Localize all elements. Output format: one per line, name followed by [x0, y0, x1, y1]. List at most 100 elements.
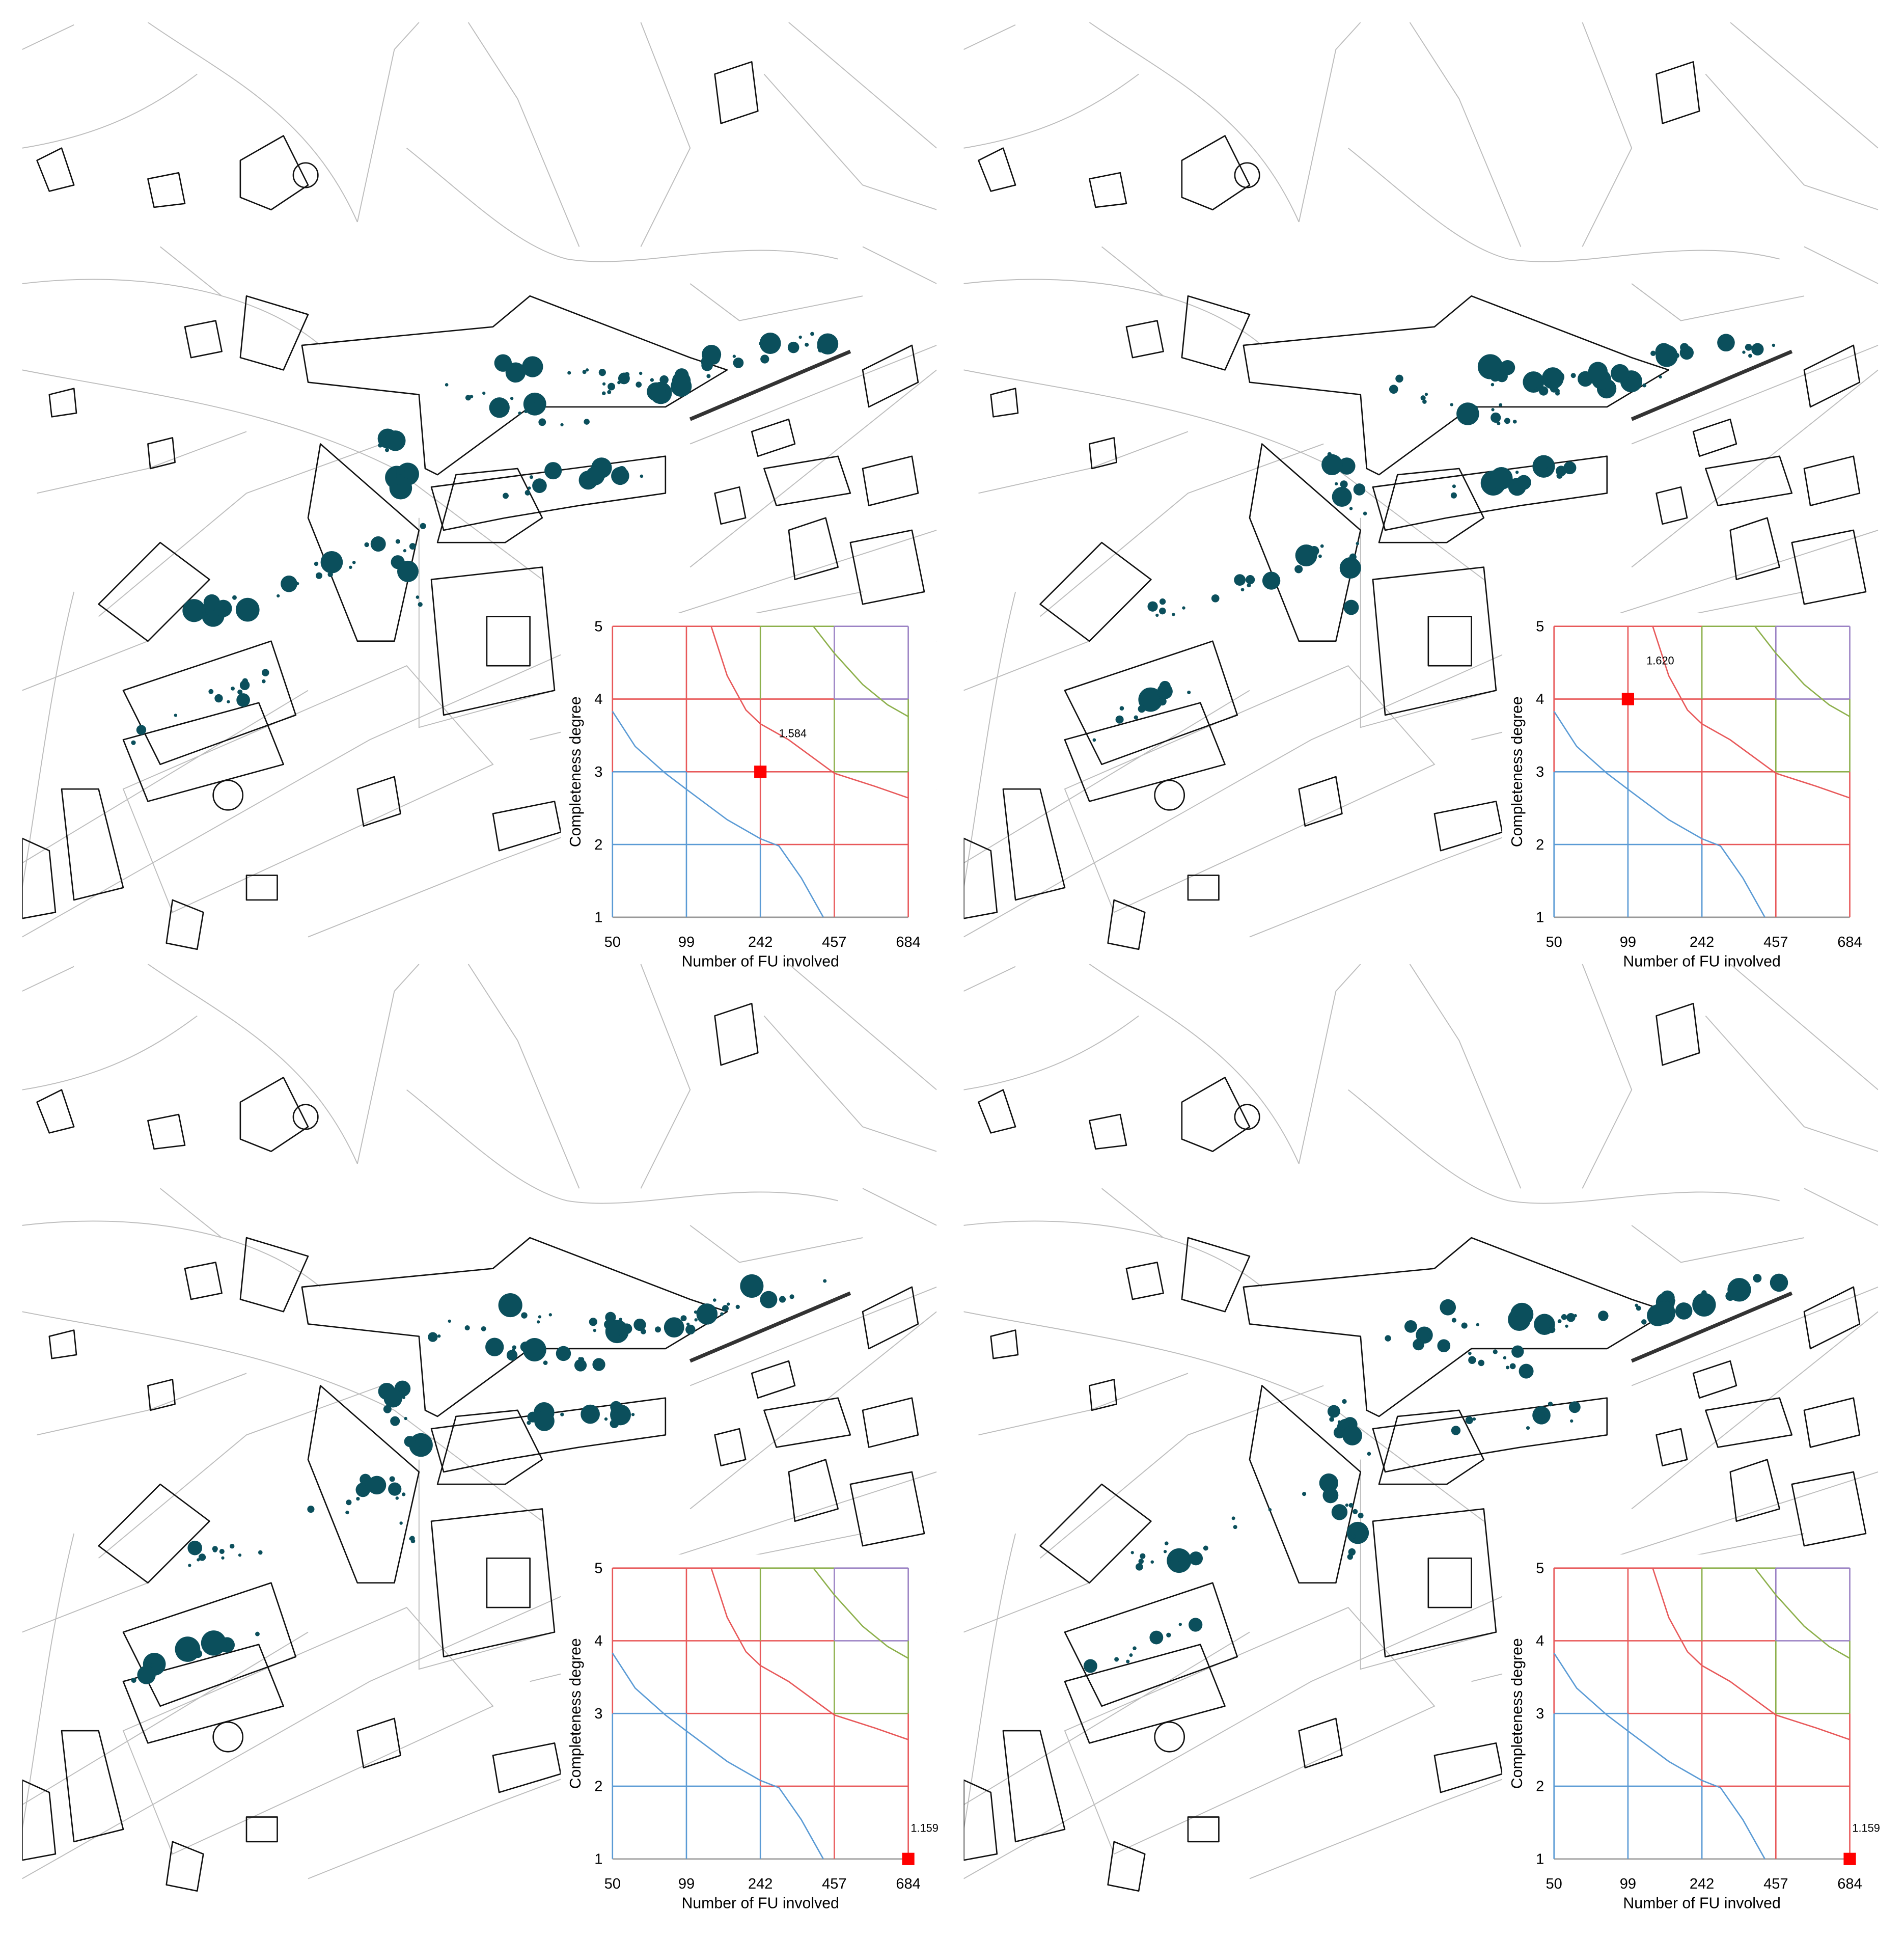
map-bubble — [544, 462, 562, 480]
map-bubble — [418, 602, 423, 607]
map-bubble — [1294, 565, 1303, 574]
map-bubble — [445, 383, 449, 387]
map-bubble — [617, 466, 626, 475]
map-bubble — [574, 1359, 587, 1372]
map-bubble — [409, 1433, 433, 1457]
map-bubble — [395, 539, 400, 544]
map-bubble — [655, 1326, 661, 1333]
chart-background — [1502, 1554, 1879, 1912]
map-bubble — [182, 599, 206, 622]
map-bubble — [1570, 1419, 1574, 1423]
map-bubble — [1727, 1278, 1751, 1302]
map-bubble — [1512, 419, 1517, 424]
line-series — [813, 625, 909, 718]
map-bubble — [1092, 738, 1096, 742]
map-bubble — [1358, 1512, 1364, 1519]
map-bubble — [702, 345, 722, 365]
map-bubble — [1451, 1426, 1461, 1435]
map-bubble — [1155, 613, 1159, 617]
map-bubble — [262, 679, 266, 684]
map-bubble — [1472, 1417, 1476, 1421]
map-bubble — [1136, 1563, 1143, 1571]
map-bubble — [494, 354, 512, 372]
map-bubble — [584, 419, 590, 425]
map-bubble — [416, 595, 420, 599]
map-bubble — [1413, 1339, 1424, 1351]
map-bubble — [677, 1322, 682, 1327]
line-series — [1553, 711, 1765, 918]
map-bubble — [246, 604, 251, 608]
map-bubble — [1115, 715, 1124, 724]
y-tick-label: 5 — [1536, 618, 1544, 635]
line-series — [1652, 626, 1850, 799]
map-bubble — [409, 543, 416, 550]
map-bubble — [525, 490, 531, 496]
map-bubble — [659, 375, 669, 385]
map-bubble — [1182, 606, 1185, 610]
map-bubble — [1588, 362, 1608, 381]
x-tick-label: 50 — [1546, 934, 1562, 950]
x-tick-label: 242 — [748, 1876, 772, 1892]
map-bubble — [231, 686, 235, 691]
line-series — [1754, 1567, 1851, 1659]
map-bubble — [1548, 1326, 1556, 1333]
map-bubble — [1538, 386, 1549, 396]
map-bubble — [448, 1319, 451, 1323]
map-bubble — [237, 689, 243, 695]
map-bubble — [232, 595, 237, 600]
map-bubble — [1500, 360, 1515, 375]
map-bubble — [208, 689, 214, 694]
map-bubble — [404, 1436, 416, 1448]
map-bubble — [1327, 1405, 1340, 1418]
chart-background — [1502, 613, 1879, 970]
map-bubble — [605, 1320, 629, 1344]
map-bubble — [1659, 375, 1662, 379]
map-bubble — [1353, 1509, 1358, 1514]
map-bubble — [1309, 545, 1319, 556]
map-bubble — [345, 1510, 349, 1515]
map-bubble — [188, 1564, 191, 1567]
y-tick-label: 3 — [594, 1706, 602, 1722]
x-tick-label: 242 — [1690, 1876, 1714, 1892]
map-bubble — [482, 391, 486, 395]
map-bubble — [1568, 1401, 1581, 1413]
map-bubble — [1566, 1313, 1576, 1322]
map-bubble — [175, 1636, 201, 1662]
map-bubble — [1138, 1559, 1144, 1564]
map-bubble — [1262, 571, 1281, 590]
map-bubble — [1147, 601, 1158, 612]
map-bubble — [722, 1305, 729, 1312]
y-tick-label: 2 — [1536, 837, 1544, 853]
map-bubble — [364, 542, 369, 548]
map-bubble — [1491, 408, 1495, 412]
map-bubble — [1340, 480, 1348, 488]
line-series — [1754, 625, 1851, 718]
map-bubble — [1491, 383, 1495, 387]
map-bubble — [1246, 575, 1255, 585]
map-bubble — [1555, 388, 1560, 394]
y-tick-label: 2 — [1536, 1779, 1544, 1795]
map-bubble — [1598, 1311, 1609, 1321]
x-tick-label: 242 — [1690, 934, 1714, 950]
map-bubble — [235, 597, 260, 622]
map-bubble — [740, 1274, 764, 1298]
map-bubble — [1519, 1363, 1534, 1379]
map-bubble — [673, 384, 677, 388]
map-bubble — [789, 1294, 794, 1299]
map-bubble — [1717, 334, 1735, 352]
panel: 1 2 3 4 5 50 99 242 457 684 Number of FU involved C… — [963, 22, 1879, 970]
map-bubble — [367, 1476, 387, 1495]
map-bubble — [1497, 421, 1501, 425]
map-bubble — [664, 1317, 684, 1338]
map-bubble — [582, 370, 587, 374]
map-bubble — [261, 669, 269, 676]
map-bubble — [384, 448, 390, 452]
map-bubble — [1322, 1487, 1339, 1504]
map-bubble — [198, 1553, 206, 1561]
map-bubble — [385, 430, 406, 451]
map-bubble — [1318, 554, 1322, 558]
map-bubble — [370, 536, 386, 552]
map — [963, 22, 1878, 949]
x-tick-label: 684 — [896, 934, 920, 950]
line-series — [1652, 1568, 1850, 1740]
